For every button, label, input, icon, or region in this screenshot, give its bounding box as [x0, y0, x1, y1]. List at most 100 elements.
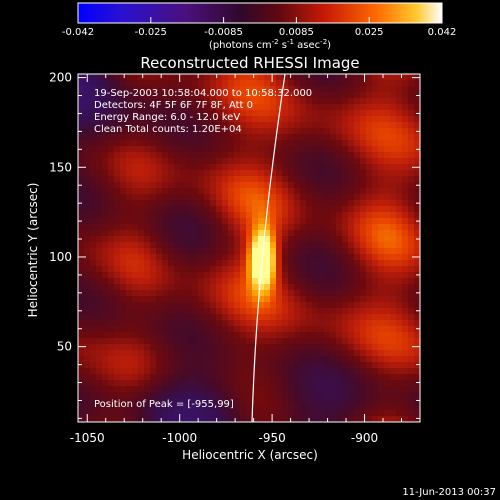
- image-pixel: [174, 254, 181, 261]
- image-pixel: [336, 206, 343, 213]
- image-pixel: [210, 224, 217, 231]
- image-pixel: [348, 134, 355, 141]
- image-pixel: [222, 386, 229, 393]
- image-pixel: [96, 404, 103, 411]
- image-pixel: [174, 374, 181, 381]
- image-pixel: [390, 350, 397, 357]
- image-pixel: [336, 314, 343, 321]
- image-pixel: [336, 92, 343, 99]
- image-pixel: [306, 128, 313, 135]
- image-pixel: [114, 182, 121, 189]
- image-pixel: [156, 332, 163, 339]
- image-pixel: [210, 308, 217, 315]
- image-pixel: [336, 170, 343, 177]
- image-pixel: [378, 338, 385, 345]
- image-pixel: [354, 146, 361, 153]
- image-pixel: [228, 296, 235, 303]
- image-pixel: [252, 176, 259, 183]
- image-pixel: [162, 218, 169, 225]
- image-pixel: [216, 272, 223, 279]
- image-pixel: [150, 368, 157, 375]
- image-pixel: [402, 194, 409, 201]
- image-pixel: [348, 260, 355, 267]
- image-pixel: [348, 104, 355, 111]
- image-pixel: [114, 248, 121, 255]
- image-pixel: [276, 266, 283, 273]
- image-pixel: [288, 332, 295, 339]
- image-pixel: [372, 278, 379, 285]
- image-pixel: [138, 182, 145, 189]
- image-pixel: [384, 104, 391, 111]
- image-pixel: [264, 410, 271, 417]
- image-pixel: [348, 218, 355, 225]
- image-pixel: [180, 356, 187, 363]
- image-pixel: [408, 128, 415, 135]
- image-pixel: [324, 92, 331, 99]
- image-pixel: [246, 212, 253, 219]
- image-pixel: [312, 392, 319, 399]
- image-pixel: [114, 332, 121, 339]
- image-pixel: [108, 302, 115, 309]
- image-pixel: [270, 362, 277, 369]
- image-pixel: [162, 296, 169, 303]
- image-pixel: [336, 212, 343, 219]
- image-pixel: [336, 140, 343, 147]
- image-pixel: [258, 188, 265, 195]
- image-pixel: [414, 212, 420, 219]
- image-pixel: [312, 308, 319, 315]
- image-pixel: [372, 338, 379, 345]
- image-pixel: [378, 374, 385, 381]
- image-pixel: [222, 416, 229, 422]
- image-pixel: [282, 188, 289, 195]
- image-pixel: [402, 152, 409, 159]
- image-pixel: [396, 374, 403, 381]
- image-pixel: [342, 260, 349, 267]
- image-pixel: [312, 116, 319, 123]
- image-pixel: [312, 122, 319, 129]
- image-pixel: [330, 278, 337, 285]
- image-pixel: [216, 398, 223, 405]
- image-pixel: [288, 308, 295, 315]
- image-pixel: [264, 224, 271, 231]
- image-pixel: [210, 152, 217, 159]
- image-pixel: [174, 104, 181, 111]
- image-pixel: [150, 284, 157, 291]
- image-pixel: [270, 110, 277, 117]
- image-pixel: [294, 98, 301, 105]
- image-pixel: [204, 314, 211, 321]
- image-pixel: [78, 188, 85, 195]
- image-pixel: [210, 314, 217, 321]
- image-pixel: [144, 86, 151, 93]
- image-pixel: [168, 86, 175, 93]
- image-pixel: [132, 374, 139, 381]
- image-pixel: [324, 242, 331, 249]
- image-pixel: [378, 284, 385, 291]
- image-pixel: [288, 80, 295, 87]
- image-pixel: [90, 92, 97, 99]
- image-pixel: [174, 362, 181, 369]
- image-pixel: [252, 182, 259, 189]
- image-pixel: [402, 98, 409, 105]
- image-pixel: [318, 272, 325, 279]
- image-pixel: [396, 392, 403, 399]
- image-pixel: [84, 170, 91, 177]
- image-pixel: [282, 374, 289, 381]
- image-pixel: [204, 200, 211, 207]
- image-pixel: [192, 332, 199, 339]
- image-pixel: [222, 122, 229, 129]
- image-pixel: [366, 146, 373, 153]
- image-pixel: [144, 278, 151, 285]
- image-pixel: [162, 350, 169, 357]
- image-pixel: [192, 104, 199, 111]
- image-pixel: [378, 356, 385, 363]
- image-pixel: [102, 218, 109, 225]
- image-pixel: [234, 206, 241, 213]
- image-pixel: [114, 302, 121, 309]
- image-pixel: [174, 308, 181, 315]
- image-pixel: [282, 380, 289, 387]
- image-pixel: [192, 260, 199, 267]
- image-pixel: [84, 92, 91, 99]
- image-pixel: [210, 368, 217, 375]
- image-pixel: [90, 332, 97, 339]
- image-pixel: [162, 362, 169, 369]
